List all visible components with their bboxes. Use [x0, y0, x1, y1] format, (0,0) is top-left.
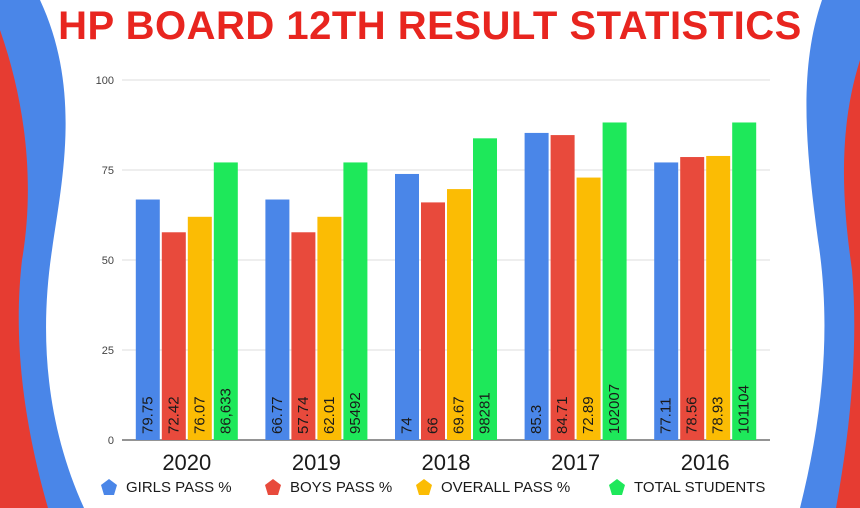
- bar-total-2019: [343, 162, 368, 440]
- data-label: 86,633: [217, 388, 234, 434]
- y-axis-ticks: 0 25 50 75 100: [96, 75, 114, 447]
- bars: [135, 122, 757, 441]
- left-red-wave: [0, 30, 48, 508]
- bar-girls-2018: [395, 173, 419, 440]
- bar-overall-2019: [317, 216, 342, 440]
- bar-boys-2017: [550, 135, 575, 440]
- x-tick-label: 2017: [551, 450, 600, 475]
- y-tick-label: 100: [96, 75, 114, 87]
- data-label: 102007: [606, 384, 623, 434]
- data-label: 76.07: [191, 396, 208, 434]
- y-tick-label: 50: [102, 255, 114, 267]
- data-label: 57.74: [295, 396, 312, 434]
- legend-item-total: TOTAL STUDENTS: [608, 478, 765, 496]
- x-axis-ticks: 2020 2019 2018 2017 2016: [162, 450, 729, 475]
- pentagon-icon: [100, 478, 118, 496]
- pentagon-icon: [264, 478, 282, 496]
- bar-boys-2019: [291, 232, 316, 440]
- bar-total-2017: [602, 122, 627, 440]
- bar-boys-2020: [161, 232, 186, 440]
- bar-girls-2017: [524, 132, 549, 441]
- bar-total-2020: [213, 162, 238, 440]
- data-label: 62.01: [321, 396, 338, 434]
- data-label: 98281: [477, 392, 494, 434]
- data-label: 66: [425, 417, 442, 434]
- legend-label: BOYS PASS %: [290, 478, 393, 496]
- legend-label: TOTAL STUDENTS: [634, 478, 766, 496]
- legend-label: OVERALL PASS %: [441, 478, 571, 496]
- legend-item-boys: BOYS PASS %: [264, 478, 392, 496]
- data-label: 72.42: [165, 396, 182, 434]
- bar-total-2018: [473, 138, 497, 440]
- x-tick-label: 2020: [162, 450, 211, 475]
- legend-item-girls: GIRLS PASS %: [100, 478, 232, 496]
- legend-label: GIRLS PASS %: [126, 478, 232, 496]
- data-label: 66.77: [269, 396, 286, 434]
- chart-title: HP BOARD 12TH RESULT STATISTICS: [58, 4, 802, 48]
- data-label: 101104: [736, 385, 753, 434]
- legend: GIRLS PASS % BOYS PASS % OVERALL PASS % …: [0, 478, 860, 502]
- data-label: 78.93: [710, 396, 727, 434]
- bar-overall-2020: [187, 216, 212, 440]
- y-tick-label: 75: [102, 165, 114, 177]
- bar-boys-2018: [421, 202, 445, 440]
- bar-overall-2017: [576, 177, 601, 440]
- bar-girls-2019: [265, 199, 290, 440]
- bar-girls-2016: [654, 162, 679, 440]
- bar-boys-2016: [680, 157, 705, 441]
- data-label: 74: [399, 417, 416, 434]
- data-labels: 79.75 72.42 76.07 86,633 66.77 57.74 62.01 9549…: [139, 384, 752, 434]
- data-label: 79.75: [139, 396, 156, 434]
- right-blue-wave: [800, 0, 860, 508]
- x-tick-label: 2018: [422, 450, 471, 475]
- data-label: 77.11: [658, 398, 675, 434]
- data-label: 69.67: [451, 396, 468, 434]
- legend-item-overall: OVERALL PASS %: [415, 478, 570, 496]
- data-label: 78.56: [684, 396, 701, 434]
- y-tick-label: 0: [108, 435, 114, 447]
- data-label: 85.3: [528, 405, 545, 434]
- data-label: 72.89: [580, 396, 597, 434]
- right-red-wave: [836, 60, 860, 508]
- y-tick-label: 25: [102, 345, 114, 357]
- bar-total-2016: [732, 122, 757, 440]
- bar-overall-2018: [447, 189, 471, 440]
- bar-overall-2016: [706, 155, 731, 440]
- bar-girls-2020: [135, 199, 160, 440]
- data-label: 95492: [347, 392, 364, 434]
- x-tick-label: 2016: [681, 450, 730, 475]
- pentagon-icon: [608, 478, 626, 496]
- x-tick-label: 2019: [292, 450, 341, 475]
- data-label: 84.71: [554, 396, 571, 434]
- pentagon-icon: [415, 478, 433, 496]
